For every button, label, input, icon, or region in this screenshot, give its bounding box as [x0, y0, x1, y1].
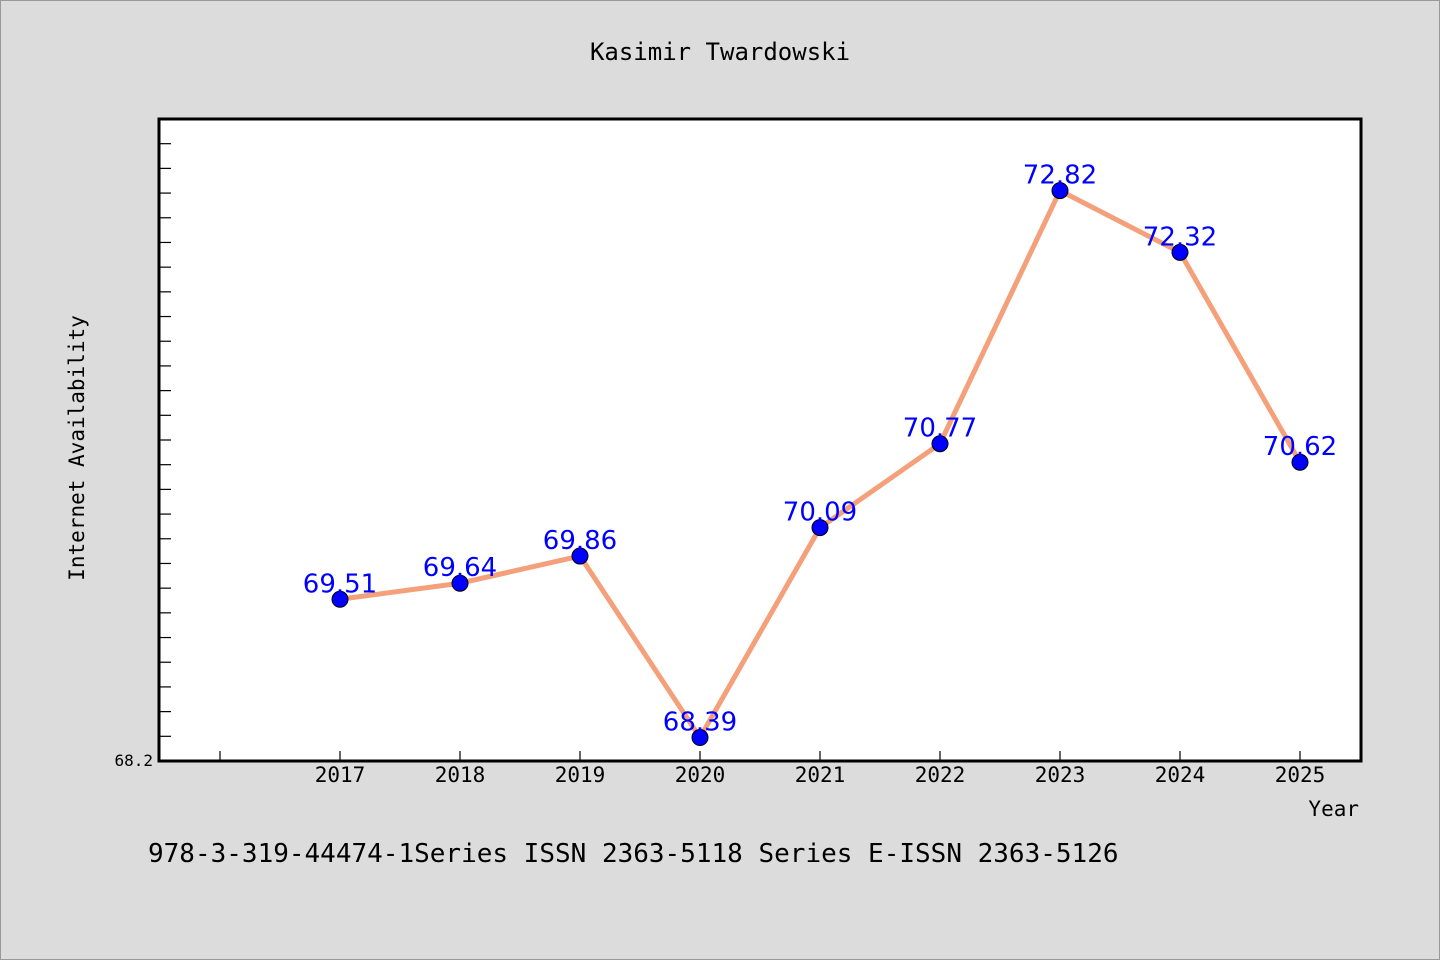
- x-tick-label: 2018: [435, 763, 486, 787]
- footer-citation: 978-3-319-44474-1Series ISSN 2363-5118 S…: [148, 839, 1119, 869]
- data-point: [691, 729, 709, 747]
- data-labels: 69.51 69.64 69.86 68.39 70.09 70.77 72.82 72.32…: [303, 161, 1337, 738]
- data-point: [1171, 243, 1189, 261]
- data-label: 72.32: [1143, 222, 1217, 252]
- data-point: [331, 590, 349, 608]
- x-axis-tick-labels: 2017 2018 2019 2020 2021 2022 2023 2024 2025: [315, 763, 1326, 787]
- x-axis-label: Year: [1308, 797, 1359, 821]
- data-label: 69.51: [303, 569, 377, 599]
- x-tick-label: 2021: [795, 763, 846, 787]
- data-point: [811, 519, 829, 537]
- data-point: [1051, 182, 1069, 200]
- plot-area: [157, 117, 1363, 763]
- data-point: [571, 547, 589, 565]
- x-tick-label: 2025: [1275, 763, 1326, 787]
- x-tick-label: 2023: [1035, 763, 1086, 787]
- data-label: 70.77: [903, 414, 977, 444]
- data-label: 68.39: [663, 708, 737, 738]
- x-tick-label: 2019: [555, 763, 606, 787]
- data-label: 69.86: [543, 526, 617, 556]
- x-tick-label: 2020: [675, 763, 726, 787]
- data-point: [931, 435, 949, 453]
- y-axis-ticks: [159, 143, 171, 737]
- data-label: 72.82: [1023, 161, 1097, 191]
- x-tick-label: 2024: [1155, 763, 1206, 787]
- x-axis-ticks: [219, 751, 1301, 761]
- y-axis-tick-label: 68.2: [114, 751, 153, 770]
- data-label: 69.64: [423, 553, 497, 583]
- data-markers: [331, 182, 1309, 747]
- data-point: [1291, 453, 1309, 471]
- x-tick-label: 2022: [915, 763, 966, 787]
- data-point: [451, 574, 469, 592]
- y-axis-label: Internet Availability: [65, 315, 89, 581]
- data-label: 70.09: [783, 498, 857, 528]
- data-label: 70.62: [1263, 432, 1337, 462]
- chart-title: Kasimir Twardowski: [590, 38, 850, 66]
- x-tick-label: 2017: [315, 763, 366, 787]
